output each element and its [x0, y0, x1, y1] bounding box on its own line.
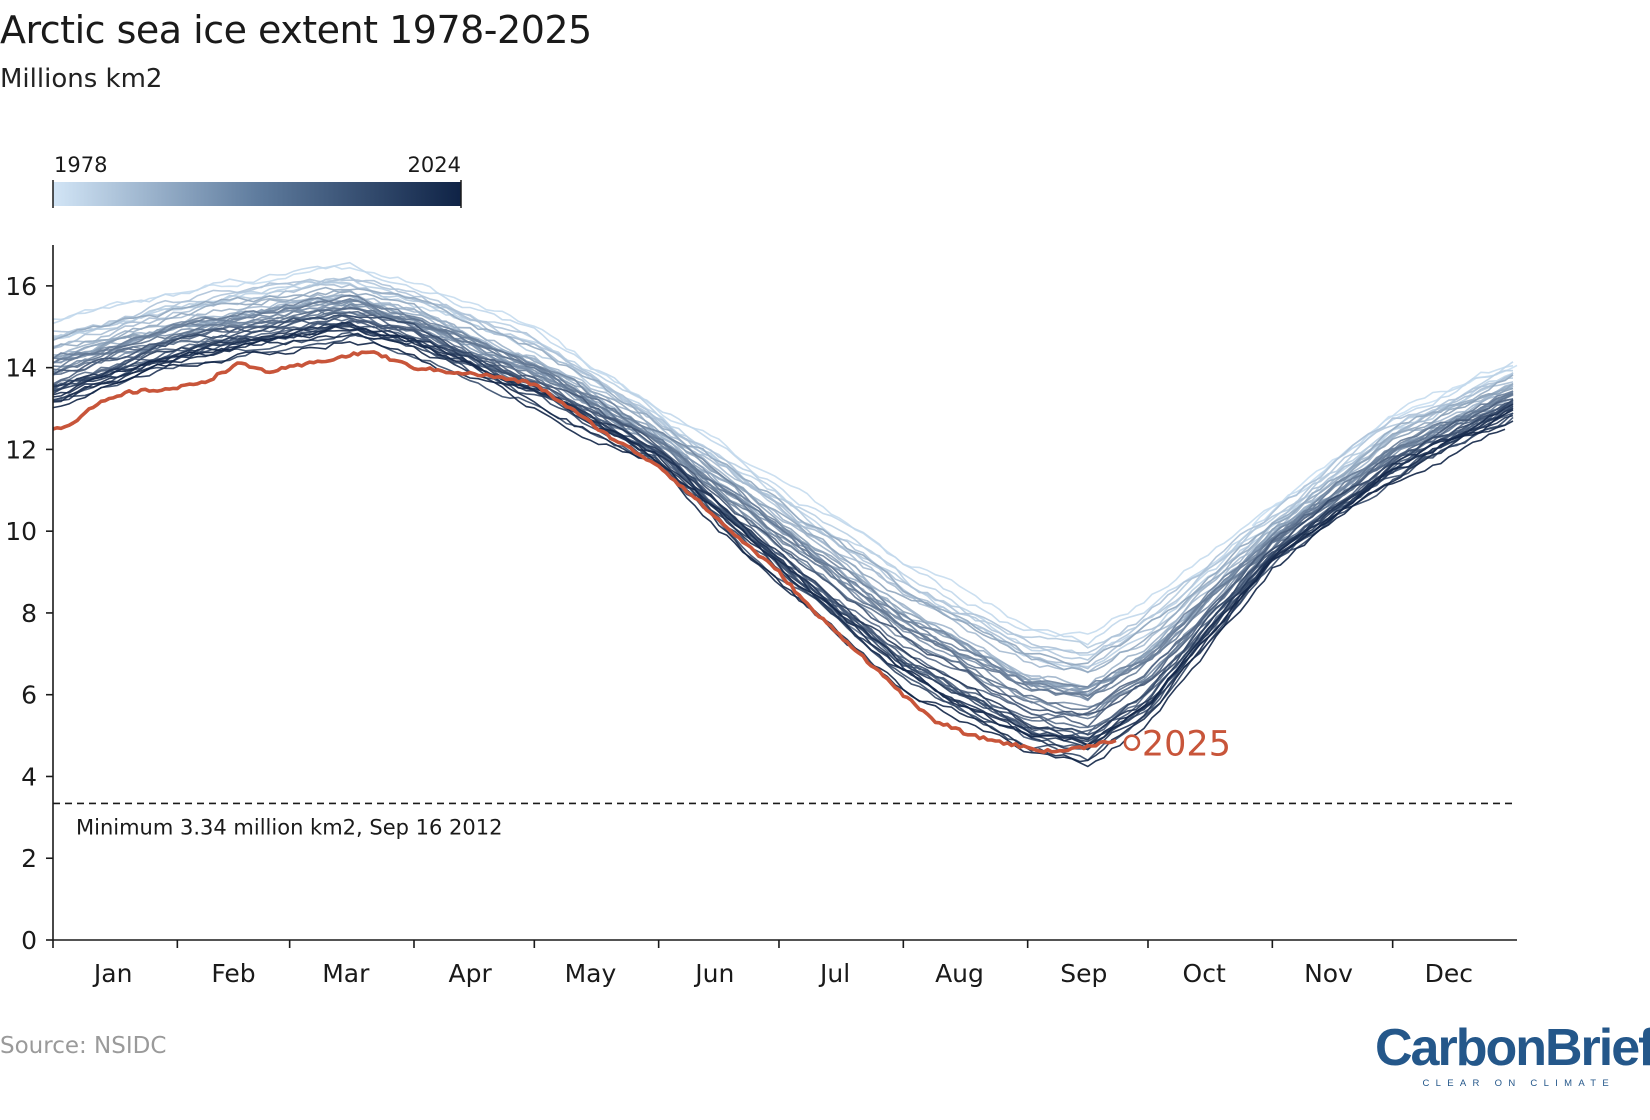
- year-line-2019: [52, 321, 1514, 741]
- carbonbrief-logo: CarbonBrief CLEAR ON CLIMATE: [1375, 1019, 1650, 1102]
- y-tick-label-0: 0: [21, 926, 37, 955]
- label-2025: 2025: [1142, 725, 1231, 765]
- year-line-2021: [52, 328, 1514, 746]
- x-axis-ticks: Jan Feb Mar Apr May Jun Jul Aug Sep Oct Nov Dec: [52, 940, 1473, 988]
- year-line-1989: [52, 289, 1514, 689]
- logo-tagline: CLEAR ON CLIMATE: [1422, 1078, 1615, 1089]
- year-line-1980: [52, 261, 1514, 646]
- x-tick-label-Feb: Feb: [211, 959, 255, 988]
- year-line-1979: [52, 265, 1514, 638]
- year-line-1991: [52, 286, 1514, 673]
- x-tick-label-Jun: Jun: [693, 959, 734, 988]
- year-line-2023: [52, 325, 1514, 746]
- minimum-reference: Minimum 3.34 million km2, Sep 16 2012: [53, 802, 1517, 839]
- colorbar-max-label: 2024: [408, 153, 461, 177]
- y-tick-label-6: 6: [21, 681, 37, 710]
- x-tick-label-Sep: Sep: [1060, 959, 1107, 988]
- series-2025: 2025: [52, 350, 1231, 765]
- year-line-2012: [52, 315, 1514, 716]
- y-tick-label-10: 10: [5, 517, 37, 546]
- chart-title: Arctic sea ice extent 1978-2025: [0, 8, 592, 52]
- year-line-1985: [52, 276, 1514, 654]
- colorbar-gradient: [53, 182, 461, 206]
- x-tick-label-Aug: Aug: [935, 959, 984, 988]
- x-tick-label-Nov: Nov: [1304, 959, 1353, 988]
- x-tick-label-Mar: Mar: [322, 959, 370, 988]
- x-tick-label-Dec: Dec: [1425, 959, 1473, 988]
- y-axis-ticks: 0 2 4 6 8 10 12 14 16: [5, 272, 53, 955]
- y-tick-label-14: 14: [5, 354, 37, 383]
- historical-lines: [52, 261, 1518, 768]
- colorbar-legend: 1978 2024: [52, 153, 462, 208]
- y-tick-label-8: 8: [21, 599, 37, 628]
- y-tick-label-4: 4: [21, 762, 37, 791]
- year-line-1984: [52, 277, 1514, 661]
- line-2025: [52, 350, 1117, 754]
- year-line-1982: [52, 276, 1514, 668]
- year-line-1988: [52, 298, 1514, 689]
- logo-wordmark: CarbonBrief: [1375, 1019, 1650, 1077]
- year-line-1983: [53, 281, 1514, 649]
- year-line-2009: [52, 310, 1514, 728]
- year-line-2000: [52, 299, 1514, 688]
- axes: 0 2 4 6 8 10 12 14 16 Jan Feb Mar Apr May Jun Jul Aug Se…: [5, 245, 1517, 988]
- y-tick-label-16: 16: [5, 272, 37, 301]
- minimum-reference-label: Minimum 3.34 million km2, Sep 16 2012: [76, 815, 502, 839]
- x-tick-label-May: May: [565, 959, 617, 988]
- year-line-2024: [52, 340, 1506, 768]
- x-tick-label-Jan: Jan: [92, 959, 133, 988]
- marker-2025: [1123, 734, 1141, 751]
- colorbar-min-label: 1978: [54, 153, 107, 177]
- x-tick-label-Jul: Jul: [818, 959, 850, 988]
- chart-subtitle: Millions km2: [0, 64, 163, 94]
- year-line-2003: [52, 294, 1514, 698]
- y-tick-label-2: 2: [21, 844, 37, 873]
- x-tick-label-Oct: Oct: [1183, 959, 1226, 988]
- source-note: Source: NSIDC: [0, 1033, 167, 1059]
- year-line-1992: [52, 290, 1514, 666]
- x-tick-label-Apr: Apr: [449, 959, 493, 988]
- y-tick-label-12: 12: [5, 435, 37, 464]
